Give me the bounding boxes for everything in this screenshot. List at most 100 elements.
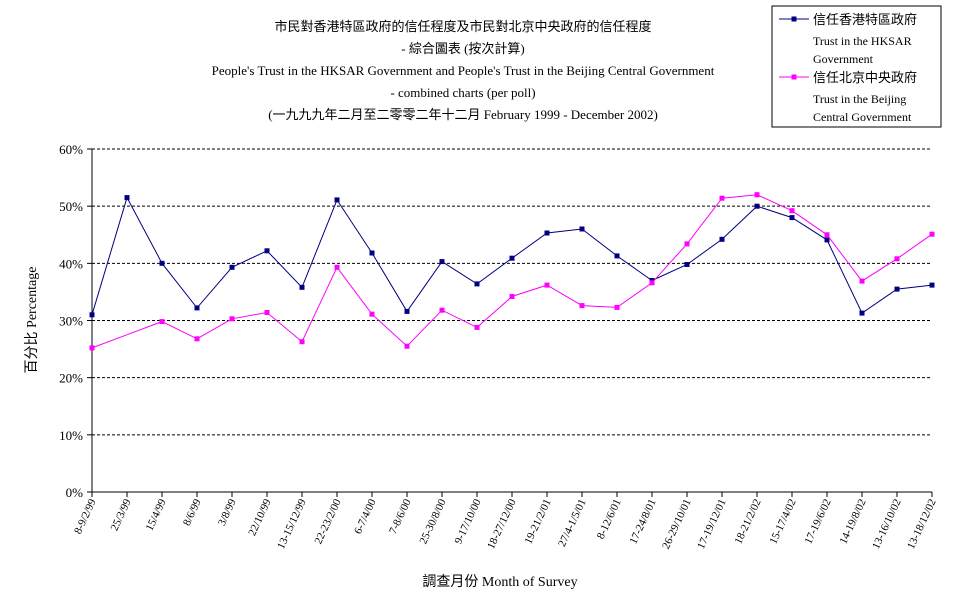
data-point bbox=[124, 195, 130, 201]
x-tick-labels: 8-9/2/99 25/3/99 15/4/99 8/6/99 3/8/99 22/10/… bbox=[72, 492, 939, 551]
data-point bbox=[789, 208, 795, 214]
x-tick-label: 7-8/6/00 bbox=[387, 497, 414, 536]
y-tick-label: 30% bbox=[59, 314, 83, 329]
data-point bbox=[824, 237, 830, 243]
data-point bbox=[614, 304, 620, 310]
data-point bbox=[264, 248, 270, 254]
legend-sublabel-hksar-2: Government bbox=[813, 52, 874, 66]
title-line-2: - 綜合圖表 (按次計算) bbox=[401, 41, 525, 56]
data-point bbox=[719, 236, 725, 242]
data-point bbox=[509, 294, 515, 299]
data-point bbox=[894, 286, 900, 292]
y-tick-label: 0% bbox=[66, 485, 84, 500]
x-tick-label: 18-27/12/00 bbox=[485, 497, 519, 551]
data-point bbox=[194, 305, 200, 311]
data-point bbox=[929, 282, 935, 288]
data-point bbox=[334, 264, 340, 270]
series-1 bbox=[89, 192, 935, 351]
data-point bbox=[544, 230, 550, 236]
y-tick-label: 50% bbox=[59, 199, 83, 214]
data-point bbox=[299, 284, 305, 290]
data-point bbox=[439, 259, 445, 265]
x-tick-label: 22/10/99 bbox=[246, 497, 274, 538]
x-tick-label: 15/4/99 bbox=[144, 497, 169, 533]
x-tick-label: 22-23/2/00 bbox=[312, 497, 343, 546]
legend-label-hksar: 信任香港特區政府 bbox=[813, 12, 917, 27]
x-tick-label: 17-19/12/01 bbox=[695, 497, 729, 551]
legend: 信任香港特區政府 Trust in the HKSAR Government 信… bbox=[771, 5, 942, 128]
legend-label-beijing: 信任北京中央政府 bbox=[813, 70, 917, 85]
data-point bbox=[159, 319, 165, 325]
data-point bbox=[754, 192, 760, 198]
data-point bbox=[474, 281, 480, 287]
data-point bbox=[754, 203, 760, 209]
y-tick-label: 10% bbox=[59, 428, 83, 443]
data-point bbox=[194, 336, 200, 342]
series-0 bbox=[89, 195, 935, 318]
data-point bbox=[89, 345, 95, 351]
legend-marker-beijing bbox=[791, 74, 797, 80]
legend-box bbox=[771, 5, 942, 128]
data-point bbox=[544, 282, 550, 288]
x-tick-label: 8-12/6/01 bbox=[595, 497, 624, 541]
chart-title: 市民對香港特區政府的信任程度及市民對北京中央政府的信任程度 - 綜合圖表 (按次… bbox=[212, 19, 715, 122]
x-tick-label: 19-21/2/01 bbox=[522, 497, 553, 546]
x-tick-label: 13-16/10/02 bbox=[870, 497, 904, 551]
series-line bbox=[91, 194, 933, 349]
y-tick-label: 40% bbox=[59, 256, 83, 271]
x-tick-label: 25/3/99 bbox=[109, 497, 134, 533]
data-point bbox=[229, 316, 235, 322]
data-point bbox=[474, 324, 480, 330]
data-point bbox=[684, 262, 690, 267]
title-line-5: (一九九九年二月至二零零二年十二月 February 1999 - Decemb… bbox=[268, 107, 658, 122]
x-tick-label: 26-29/10/01 bbox=[660, 497, 694, 551]
y-tick-labels: 0% 10% 20% 30% 40% 50% 60% bbox=[59, 142, 83, 500]
data-point bbox=[369, 250, 375, 256]
data-point bbox=[369, 311, 375, 317]
data-point bbox=[439, 307, 445, 313]
x-tick-label: 3/8/99 bbox=[216, 497, 239, 528]
x-tick-label: 6-7/4/00 bbox=[352, 497, 379, 536]
data-point bbox=[229, 264, 235, 270]
data-point bbox=[579, 226, 585, 232]
data-point bbox=[824, 232, 830, 238]
data-point bbox=[334, 197, 340, 203]
legend-sublabel-beijing-2: Central Government bbox=[813, 110, 912, 124]
x-tick-label: 17-19/6/02 bbox=[802, 497, 833, 546]
data-point bbox=[404, 308, 410, 314]
data-point bbox=[264, 310, 270, 315]
title-line-1: 市民對香港特區政府的信任程度及市民對北京中央政府的信任程度 bbox=[274, 19, 651, 34]
data-point bbox=[159, 260, 165, 266]
gridlines bbox=[87, 148, 932, 493]
series bbox=[89, 192, 935, 351]
x-tick-label: 13-18/12/02 bbox=[905, 497, 939, 551]
data-point bbox=[649, 280, 655, 286]
data-point bbox=[859, 278, 865, 284]
x-tick-label: 27/4-1/5/01 bbox=[556, 497, 589, 549]
data-point bbox=[789, 215, 795, 221]
legend-sublabel-beijing-1: Trust in the Beijing bbox=[813, 92, 906, 106]
x-axis-title: 調查月份 Month of Survey bbox=[422, 574, 577, 590]
x-tick-label: 15-17/4/02 bbox=[767, 497, 798, 546]
data-point bbox=[859, 310, 865, 316]
data-point bbox=[579, 303, 585, 309]
data-point bbox=[719, 195, 725, 201]
data-point bbox=[614, 253, 620, 259]
x-tick-label: 14-19/8/02 bbox=[837, 497, 868, 546]
y-tick-label: 20% bbox=[59, 371, 83, 386]
data-point bbox=[299, 339, 305, 345]
data-point bbox=[404, 343, 410, 349]
x-tick-label: 8/6/99 bbox=[181, 497, 204, 528]
title-line-3: People's Trust in the HKSAR Government a… bbox=[212, 63, 715, 78]
data-point bbox=[509, 255, 515, 261]
x-tick-label: 18-21/2/02 bbox=[732, 497, 763, 546]
y-tick-label: 60% bbox=[59, 142, 83, 157]
data-point bbox=[894, 256, 900, 262]
y-axis-title: 百分比 Percentage bbox=[24, 267, 40, 374]
x-tick-label: 25-30/8/00 bbox=[417, 497, 448, 546]
legend-marker-hksar bbox=[791, 16, 797, 22]
title-line-4: - combined charts (per poll) bbox=[390, 85, 535, 100]
legend-sublabel-hksar-1: Trust in the HKSAR bbox=[813, 34, 912, 48]
data-point bbox=[684, 241, 690, 247]
